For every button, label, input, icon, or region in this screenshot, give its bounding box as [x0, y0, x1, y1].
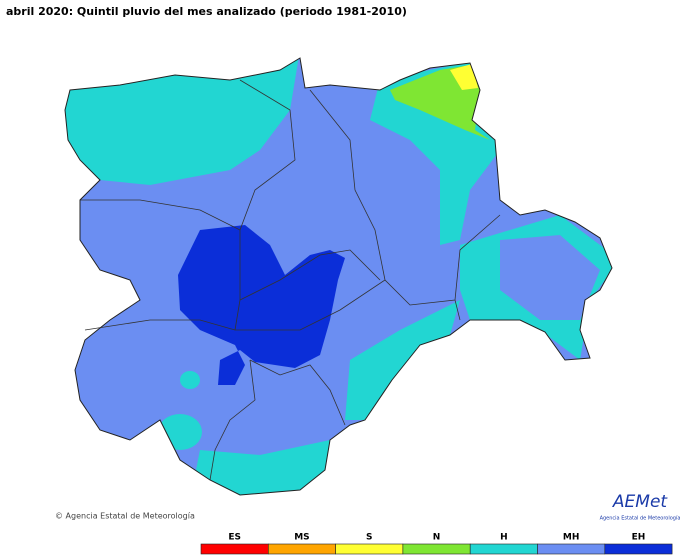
region-s — [450, 64, 478, 90]
legend-swatch — [267, 543, 336, 555]
logo-subtitle: Agencia Estatal de Meteorología — [600, 515, 681, 522]
legend-label: S — [366, 533, 372, 543]
region-mh — [500, 235, 600, 320]
legend-label: H — [500, 533, 508, 543]
legend-label: ES — [228, 533, 241, 543]
region-h — [345, 300, 460, 420]
legend-swatch — [200, 543, 269, 555]
legend: ES MS S N H MH EH — [200, 533, 673, 555]
legend-swatch — [402, 543, 471, 555]
map-title: abril 2020: Quintil pluvio del mes anali… — [6, 5, 407, 18]
region-h — [180, 371, 200, 389]
logo-name: AEMet — [612, 492, 668, 512]
legend-swatch — [604, 543, 673, 555]
legend-label: MH — [563, 533, 580, 543]
province-borders — [80, 79, 501, 481]
region-outline — [64, 57, 613, 496]
legend-swatch — [335, 543, 404, 555]
region-h — [158, 414, 202, 450]
legend-swatch — [469, 543, 538, 555]
legend-label: EH — [632, 533, 646, 543]
copyright: © Agencia Estatal de Meteorología — [55, 512, 195, 521]
legend-label: N — [433, 533, 441, 543]
legend-label: MS — [294, 533, 309, 543]
legend-swatch — [537, 543, 606, 555]
region-h — [190, 440, 330, 495]
